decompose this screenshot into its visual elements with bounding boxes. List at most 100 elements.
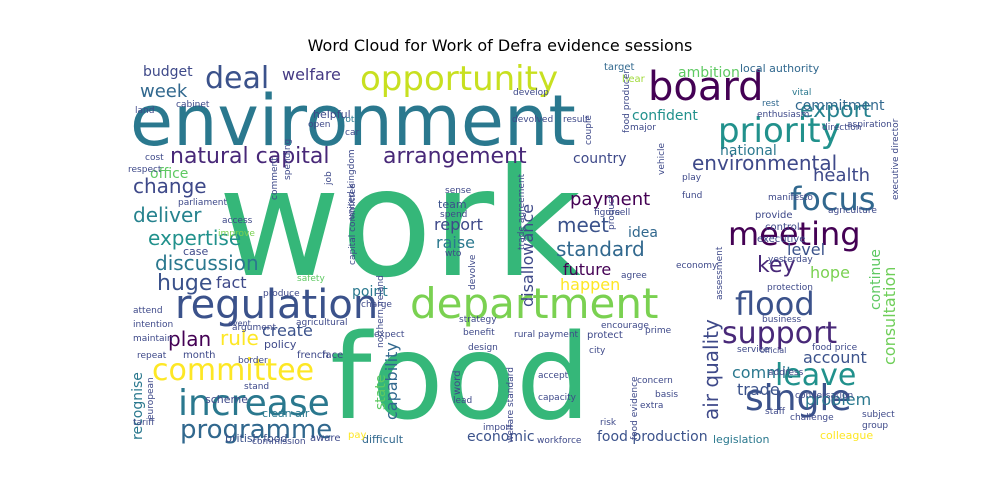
word-intention: intention	[133, 320, 173, 330]
word-disallowance: disallowance	[518, 204, 537, 307]
word-natural-capital: natural capital	[170, 144, 330, 169]
word-play: play	[682, 173, 702, 183]
word-executive-director: executive director	[891, 118, 901, 200]
word-spend: spend	[440, 210, 467, 220]
word-agree: agree	[621, 271, 647, 281]
word-agricultural: agricultural	[296, 318, 348, 328]
word-arrangement: arrangement	[383, 144, 527, 169]
word-expertise: expertise	[148, 226, 241, 250]
word-protection: protection	[767, 283, 813, 293]
word-european: european	[146, 377, 156, 420]
word-food-production: food production	[597, 429, 708, 445]
word-aspiration: aspiration	[847, 120, 892, 130]
word-hear: hear	[622, 74, 646, 85]
word-happen: happen	[560, 275, 620, 294]
word-office: office	[150, 166, 188, 182]
word-difficult: difficult	[362, 433, 404, 446]
word-deal: deal	[205, 61, 269, 96]
word-budget: budget	[143, 64, 193, 80]
word-car: car	[345, 128, 359, 138]
word-commit: commit	[732, 363, 792, 382]
word-expect: expect	[374, 330, 405, 340]
word-priority: priority	[718, 111, 841, 151]
word-plan: plan	[168, 327, 211, 351]
word-devolved: devolved	[512, 115, 553, 125]
word-support: support	[722, 316, 837, 351]
word-national: national	[720, 143, 777, 159]
word-accept: accept	[538, 371, 569, 381]
word-benefit: benefit	[463, 328, 495, 338]
word-official: official	[760, 346, 786, 355]
word-aware: aware	[310, 433, 340, 444]
word-future: future	[563, 260, 611, 279]
word-fact: fact	[216, 273, 247, 292]
chart-title: Word Cloud for Work of Defra evidence se…	[307, 36, 693, 55]
word-create: create	[262, 321, 313, 340]
word-capacity: capacity	[538, 393, 577, 403]
word-food: food	[330, 308, 591, 446]
word-event: event	[228, 319, 251, 328]
word-prime: prime	[645, 326, 672, 336]
word-food-price: food price	[812, 343, 858, 353]
word-major: major	[630, 123, 656, 133]
word-commission: commission	[252, 437, 306, 447]
word-import: import	[483, 423, 513, 433]
word-discussion: discussion	[155, 251, 259, 275]
word-sell: sell	[615, 208, 630, 218]
word-meet: meet	[557, 213, 609, 237]
word-repeat: repeat	[137, 351, 167, 361]
word-level: level	[787, 240, 825, 259]
word-parliament: parliament	[178, 198, 227, 208]
word-service: service	[737, 345, 770, 355]
word-rule: rule	[220, 326, 259, 350]
word-rest: rest	[762, 99, 780, 109]
word-regulation: regulation	[175, 282, 378, 328]
word-extra: extra	[640, 401, 663, 411]
word-workforce: workforce	[537, 436, 582, 446]
word-recognise: recognise	[130, 372, 146, 440]
word-sense: sense	[445, 186, 472, 196]
word-charge: charge	[361, 300, 392, 310]
word-spending: spending	[283, 139, 293, 180]
word-country: country	[573, 151, 627, 167]
word-rural-payment: rural payment	[514, 330, 579, 340]
word-respect: respect	[128, 165, 162, 175]
word-border: border	[238, 356, 268, 366]
word-focus: focus	[790, 180, 875, 218]
word-helpful: helpful	[313, 108, 351, 121]
word-staff: staff	[765, 407, 786, 417]
word-colleague: colleague	[820, 429, 873, 442]
word-welfare: welfare	[282, 65, 341, 84]
word-continue: continue	[868, 249, 884, 310]
word-scheme: scheme	[205, 393, 248, 406]
word-devolve: devolve	[468, 254, 478, 290]
word-capital-committee: capital committee	[348, 183, 358, 265]
word-safety: safety	[297, 274, 325, 284]
word-environmental: environmental	[692, 151, 837, 175]
word-trade: trade	[737, 380, 780, 399]
word-environment: environment	[130, 80, 576, 162]
word-attend: attend	[133, 306, 163, 316]
word-change: change	[133, 174, 207, 198]
word-product: product	[607, 195, 617, 230]
word-improve: improve	[218, 229, 255, 239]
word-work: work	[218, 137, 581, 311]
word-food-producer: food producer	[622, 70, 632, 133]
word-cost: cost	[145, 153, 164, 163]
word-land: land	[135, 106, 154, 116]
word-economic: economic	[467, 429, 535, 445]
word-deliver: deliver	[133, 203, 202, 227]
word-case: case	[183, 245, 209, 258]
word-consultation: consultation	[880, 267, 899, 365]
word-subject: subject	[862, 410, 895, 420]
word-manifesto: manifesto	[768, 193, 813, 203]
word-design: design	[468, 343, 498, 353]
word-control: control	[765, 222, 800, 233]
word-team: team	[438, 198, 467, 211]
word-job: job	[324, 171, 334, 186]
word-opportunity: opportunity	[360, 59, 558, 99]
word-comment: comment	[270, 157, 280, 200]
word-problem: problem	[805, 390, 871, 409]
word-idea: idea	[628, 225, 658, 241]
